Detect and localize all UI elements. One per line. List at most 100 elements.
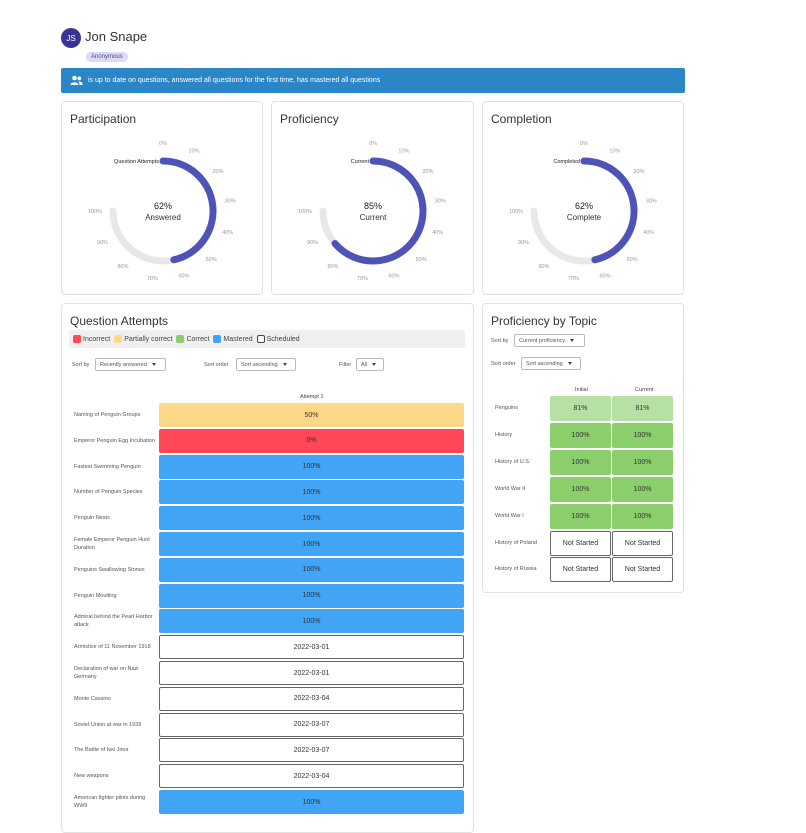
topic-current-cell[interactable]: 100% (612, 449, 673, 475)
incorrect-swatch (73, 335, 81, 343)
attempt-cell[interactable]: 100% (159, 532, 464, 556)
chevron-down-icon (570, 339, 575, 342)
topic-initial-cell[interactable]: 81% (550, 396, 611, 421)
status-banner: is up to date on questions, answered all… (61, 68, 685, 93)
sort-by-select[interactable]: Recently answered (95, 358, 166, 371)
topic-initial-cell[interactable]: 100% (550, 422, 611, 448)
question-label: Admiral behind the Pearl Harbor attack (74, 614, 153, 629)
gauge-tick-label: 50% (416, 257, 427, 263)
filter-select[interactable]: All (356, 358, 384, 371)
gauge-value-arc (159, 157, 217, 264)
attempt-column-header: Attempt 1 (300, 394, 324, 400)
gauge-tick-label: 10% (609, 148, 620, 154)
topic-current-cell[interactable]: 100% (612, 503, 673, 529)
attempt-cell[interactable]: 2022-03-01 (159, 661, 464, 685)
question-label: Penguin Nests (74, 515, 110, 522)
anonymous-badge: Anonymous (86, 52, 128, 62)
legend-label: Correct (186, 335, 210, 343)
attempt-cell[interactable]: 100% (159, 790, 464, 814)
topic-label: Penguins (495, 405, 518, 411)
gauge-track (109, 207, 178, 265)
attempt-cell[interactable]: 100% (159, 583, 464, 608)
attempt-cell[interactable]: 2022-03-07 (159, 712, 464, 737)
topic-sort-by-label: Sort by (491, 338, 509, 344)
gauge-tick-label: 50% (627, 257, 638, 263)
question-label: Number of Penguin Species (74, 489, 143, 496)
attempt-cell[interactable]: 2022-03-04 (159, 686, 464, 711)
attempt-cell[interactable]: 100% (159, 454, 464, 479)
question-label: Naming of Penguin Groups (74, 412, 141, 418)
gauge-tick-label: 30% (225, 198, 236, 204)
gauge-tick-label: 100% (88, 209, 102, 215)
gauge-tick-label: 40% (432, 230, 443, 236)
question-attempts-title: Question Attempts (70, 314, 169, 328)
gauge-tick-label: 80% (327, 264, 338, 270)
gauge-tick-label: 90% (97, 240, 108, 246)
attempt-cell[interactable]: 50% (159, 403, 464, 427)
attempt-cell[interactable]: 0% (159, 428, 464, 453)
gauge-tick-label: 90% (518, 240, 529, 246)
gauge-tick-label: 0% (369, 141, 377, 147)
current-column-header: Current (635, 387, 654, 393)
proficiency-gauge: 0% 10% 20% 30% 40% 50% 60% 70% 80% 90% 100% Current… (298, 141, 446, 282)
topic-current-cell[interactable]: Not Started (612, 530, 673, 556)
gauge-percent: 62% (575, 201, 593, 211)
gauge-track (319, 207, 339, 247)
attempt-cell[interactable]: 100% (159, 480, 464, 505)
proficiency-title: Proficiency (280, 112, 339, 126)
completion-card: Completion 0% 10% 20% 30% 40% 50% 60% 70% 80% 90%… (482, 101, 684, 295)
filter-label: Filter (339, 362, 352, 368)
question-label: Armistice of 11 November 1918 (74, 644, 151, 651)
gauge-tick-label: 100% (298, 209, 312, 215)
attempt-cell[interactable]: 100% (159, 609, 464, 634)
banner-text: is up to date on questions, answered all… (88, 77, 381, 84)
gauge-series-label: Question Attempts (114, 159, 159, 165)
gauge-tick-label: 30% (646, 198, 657, 204)
topic-current-cell[interactable]: 100% (612, 422, 673, 448)
proficiency-card: Proficiency 0% 10% 20% 30% 40% 50% 60% 70% 80% 90… (271, 101, 474, 295)
gauge-tick-label: 60% (599, 274, 610, 280)
question-label: Monte Cassino (74, 695, 111, 702)
topic-label: History of Russia (495, 566, 537, 573)
topic-initial-cell[interactable]: 100% (550, 449, 611, 475)
sort-order-label: Sort order (204, 362, 229, 368)
topic-sort-by-select[interactable]: Current proficiency (514, 334, 585, 347)
legend-label: Mastered (223, 335, 253, 343)
topic-initial-cell[interactable]: 100% (550, 503, 611, 529)
attempt-cell[interactable]: 2022-03-01 (159, 635, 464, 660)
gauge-tick-label: 0% (580, 141, 588, 147)
chevron-down-icon (151, 363, 156, 366)
attempt-cell[interactable]: 100% (159, 506, 464, 531)
topic-current-cell[interactable]: 100% (612, 476, 673, 502)
attempt-cell[interactable]: 100% (159, 557, 464, 582)
gauge-tick-label: 50% (206, 257, 217, 263)
gauge-value-arc (331, 157, 427, 265)
topic-initial-cell[interactable]: 100% (550, 476, 611, 502)
question-label: Fastest Swimming Penguin (74, 463, 141, 470)
correct-swatch (176, 335, 185, 343)
topic-initial-cell[interactable]: Not Started (550, 530, 611, 556)
completion-title: Completion (491, 112, 552, 126)
gauge-series-label: Current (351, 159, 370, 165)
topic-sort-order-value: Sort ascending (526, 360, 563, 367)
scheduled-swatch (256, 335, 265, 343)
chevron-down-icon (282, 363, 287, 366)
topic-current-cell[interactable]: Not Started (612, 557, 673, 583)
legend-partially-correct: Partially correct (114, 335, 172, 343)
topic-current-cell[interactable]: 81% (612, 396, 673, 421)
filter-value: All (361, 361, 368, 368)
topic-label: History (495, 431, 513, 438)
legend-label: Partially correct (124, 335, 173, 343)
topic-initial-cell[interactable]: Not Started (550, 557, 611, 583)
sort-order-value: Sort ascending (241, 361, 278, 368)
attempt-cell[interactable]: 2022-03-07 (159, 738, 464, 763)
legend-correct: Correct (176, 335, 209, 343)
topic-sort-order-select[interactable]: Sort ascending (521, 357, 581, 370)
gauge-tick-label: 70% (357, 276, 368, 282)
gauge-series-label: Completed (553, 159, 580, 165)
sort-order-select[interactable]: Sort ascending (236, 358, 296, 371)
topic-sort-order-label: Sort order (491, 361, 516, 367)
gauge-tick-label: 90% (307, 240, 318, 246)
attempt-cell[interactable]: 2022-03-04 (159, 764, 464, 789)
question-label: The Battle of Iwo Jima (74, 747, 129, 754)
